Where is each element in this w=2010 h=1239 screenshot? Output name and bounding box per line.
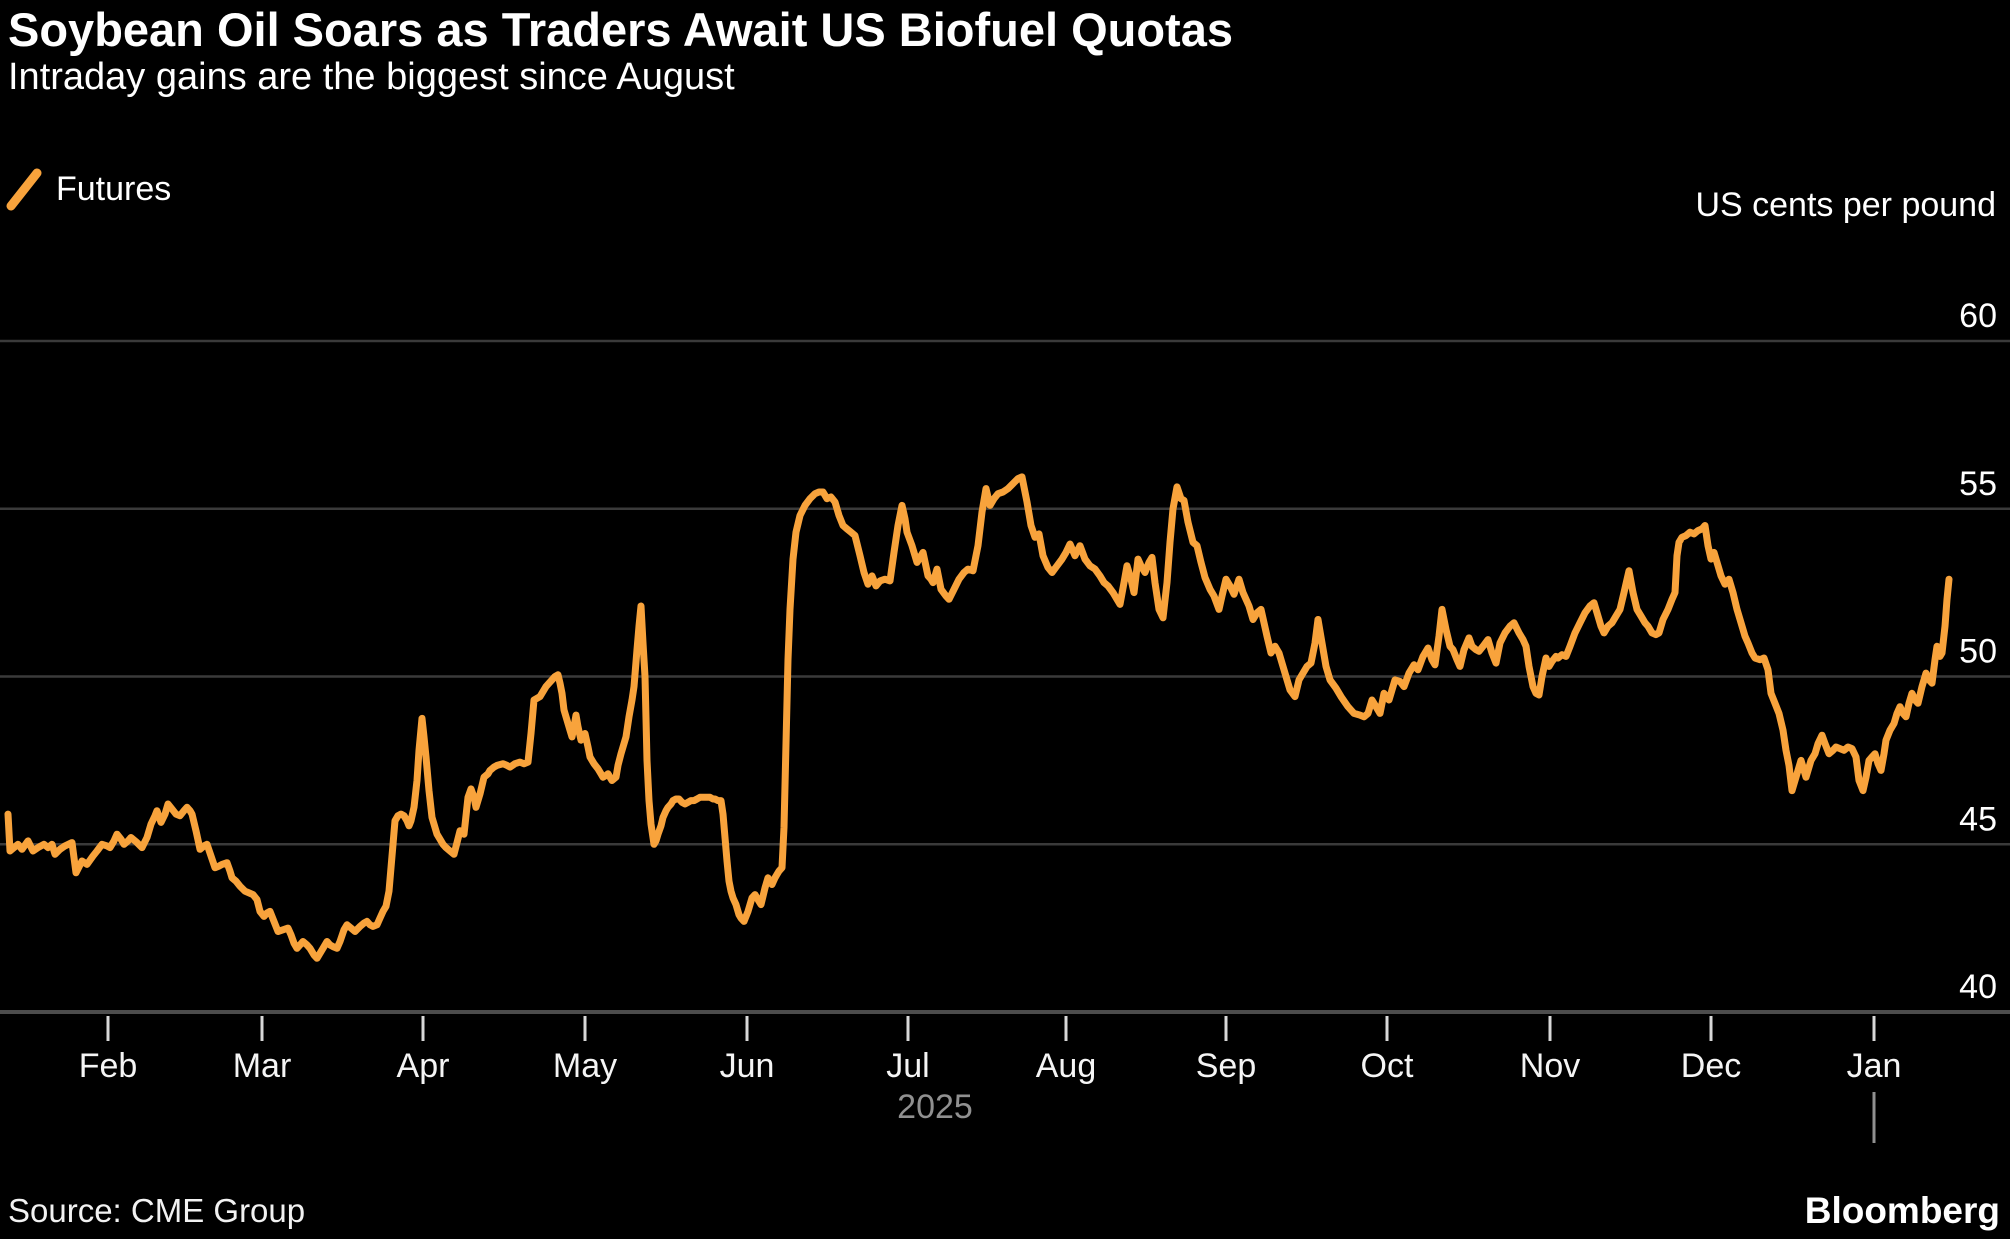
x-tick-label: Dec	[1681, 1047, 1741, 1085]
y-tick-label: 60	[1959, 297, 1997, 335]
x-tick-label: Nov	[1520, 1047, 1580, 1085]
year-label: 2025	[897, 1088, 973, 1126]
x-tick-label: Jan	[1847, 1047, 1902, 1085]
x-tick-label: Feb	[79, 1047, 138, 1085]
y-tick-label: 50	[1959, 633, 1997, 671]
x-tick-label: May	[553, 1047, 617, 1085]
brand-logo: Bloomberg	[1804, 1190, 2000, 1231]
x-tick-label: Apr	[397, 1047, 450, 1085]
page-title: Soybean Oil Soars as Traders Await US Bi…	[8, 3, 1233, 56]
x-tick-label: Jul	[886, 1047, 929, 1085]
x-tick-label: Sep	[1196, 1047, 1257, 1085]
x-tick-label: Mar	[233, 1047, 292, 1085]
x-tick-label: Aug	[1036, 1047, 1097, 1085]
source-label: Source: CME Group	[8, 1192, 306, 1229]
page-subtitle: Intraday gains are the biggest since Aug…	[8, 56, 735, 98]
x-tick-label: Jun	[720, 1047, 775, 1085]
futures-line-swatch-icon	[6, 168, 42, 211]
y-tick-label: 40	[1959, 968, 1997, 1006]
y-tick-label: 55	[1959, 465, 1997, 503]
y-axis-unit-label: US cents per pound	[1695, 186, 1996, 224]
legend: Futures	[6, 166, 171, 212]
futures-line	[4, 473, 1953, 962]
legend-label: Futures	[56, 169, 172, 208]
y-tick-label: 45	[1959, 800, 1997, 838]
x-tick-label: Oct	[1361, 1047, 1414, 1085]
